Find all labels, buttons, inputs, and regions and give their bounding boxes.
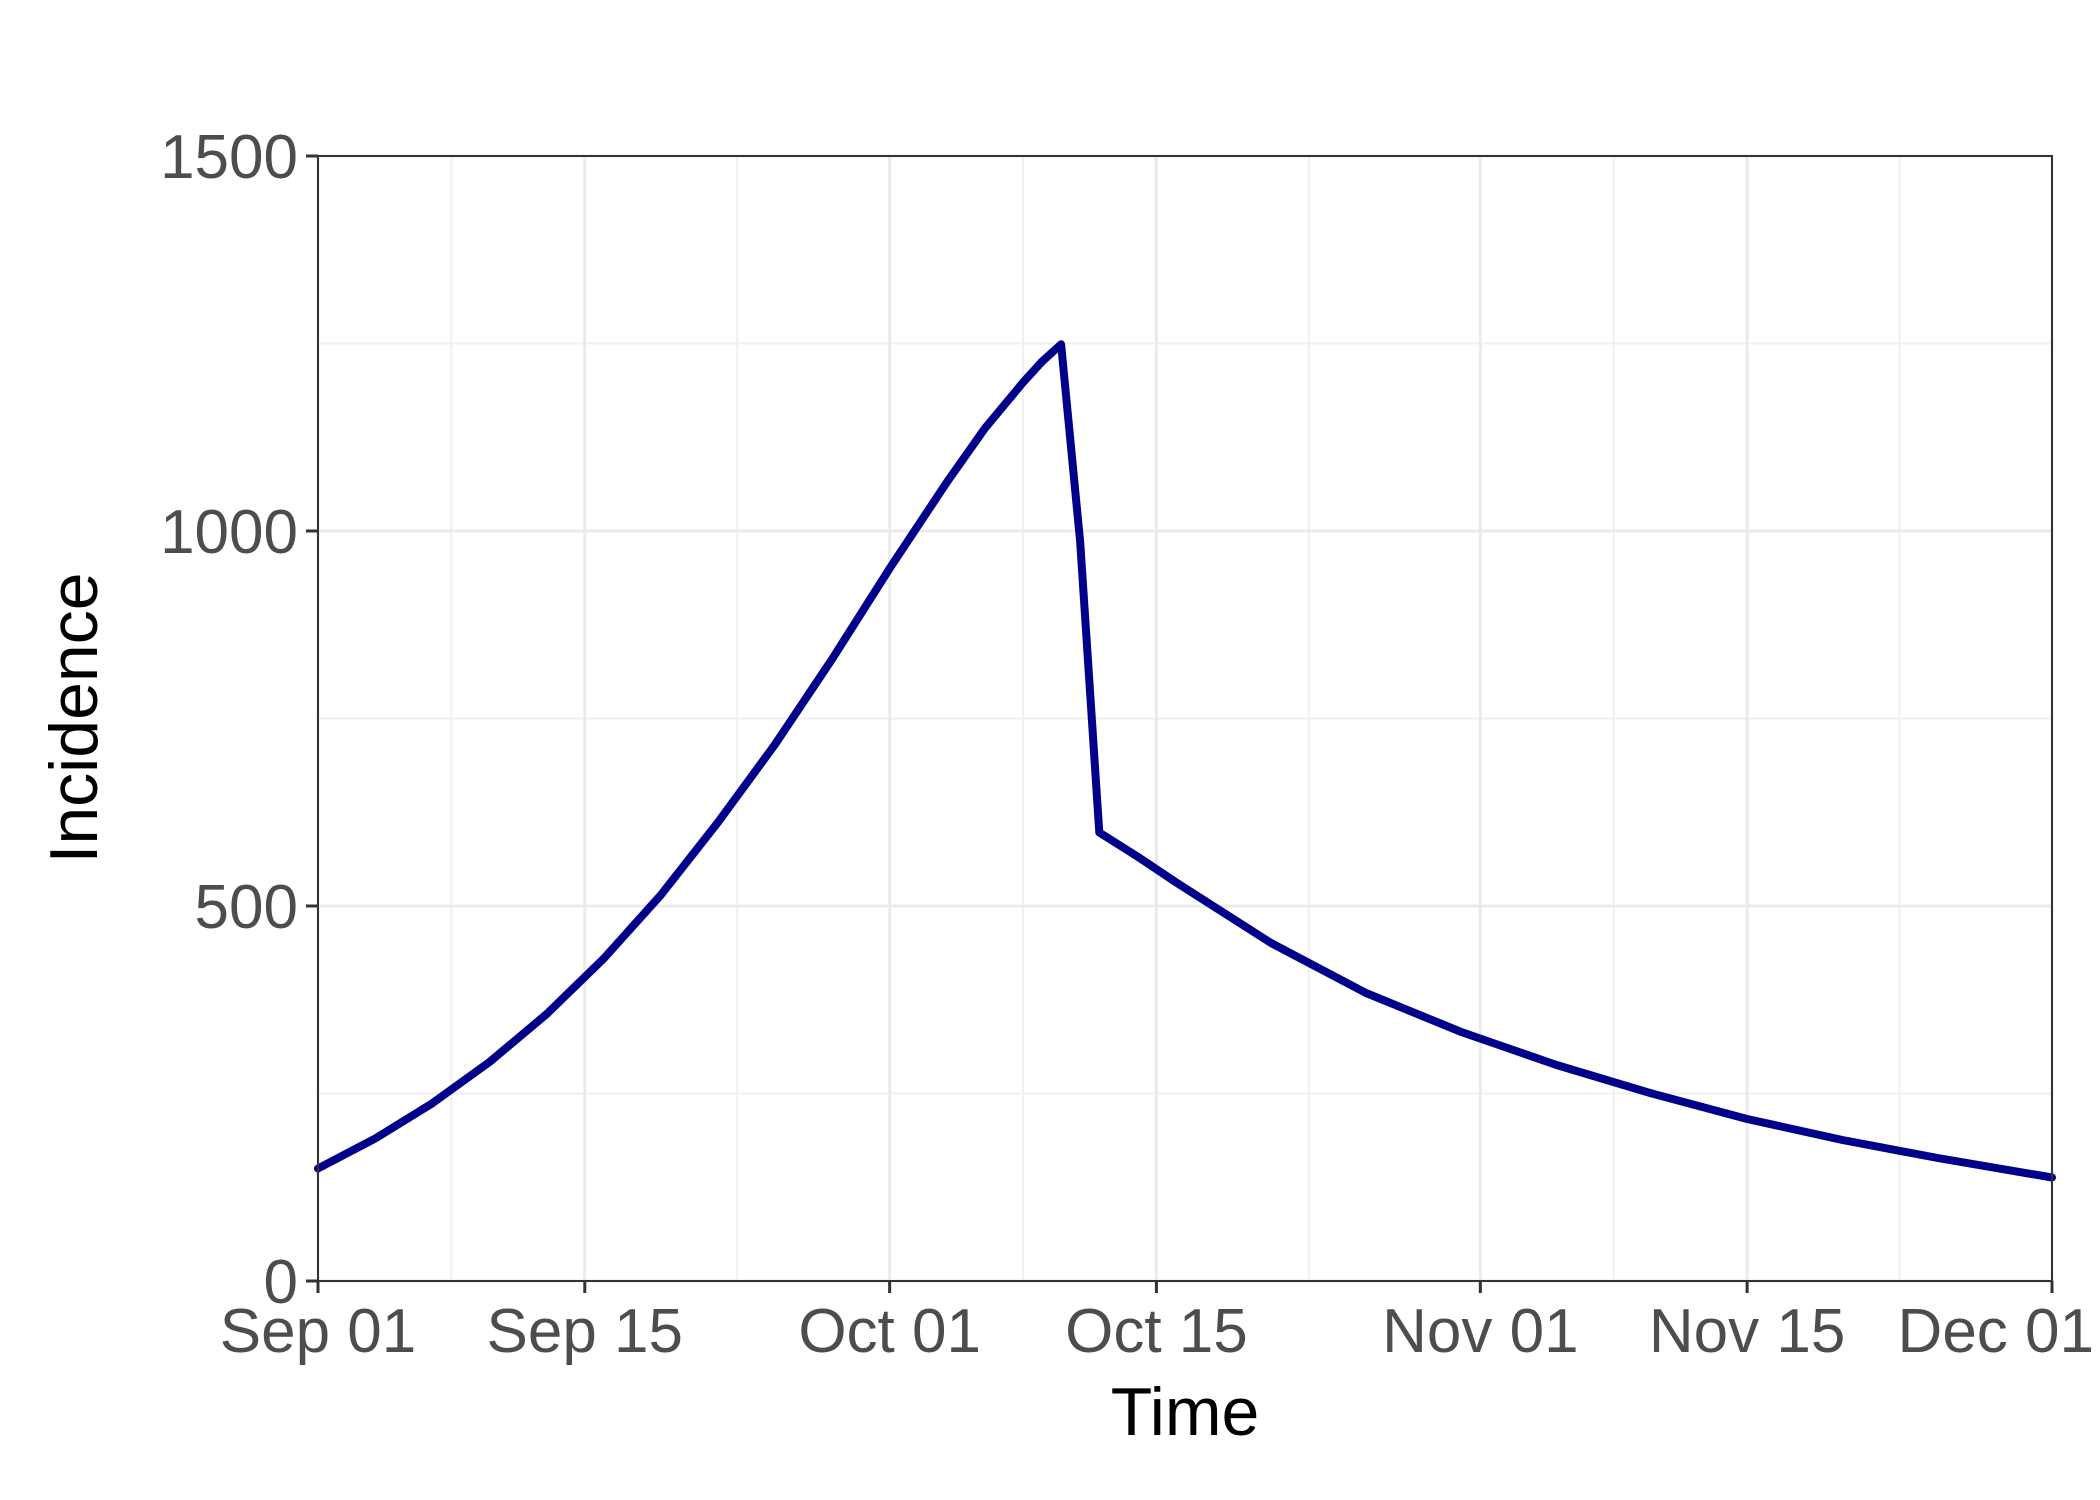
minor-gridlines [318,156,2052,1281]
y-tick-label-3: 1500 [160,123,298,192]
y-axis-title: Incidence [36,572,112,863]
y-tick-label-2: 1000 [160,498,298,567]
incidence-line [314,340,2056,1182]
x-tick-label-2: Oct 01 [798,1297,981,1366]
x-tick-label-1: Sep 15 [487,1297,684,1366]
x-axis-ticks: Sep 01 Sep 15 Oct 01 Oct 15 Nov 01 Nov 15 Dec … [220,1281,2094,1366]
y-axis-ticks: 0 500 1000 1500 [160,123,318,1317]
x-tick-label-3: Oct 15 [1065,1297,1248,1366]
y-tick-label-0: 0 [264,1248,298,1317]
x-axis-title: Time [1111,1374,1260,1450]
x-tick-label-5: Nov 15 [1649,1297,1845,1366]
y-tick-label-1: 500 [195,873,298,942]
x-tick-label-4: Nov 01 [1382,1297,1578,1366]
plot-border [317,155,2053,1282]
x-tick-label-6: Dec 01 [1898,1297,2094,1366]
x-tick-label-0: Sep 01 [220,1297,417,1366]
